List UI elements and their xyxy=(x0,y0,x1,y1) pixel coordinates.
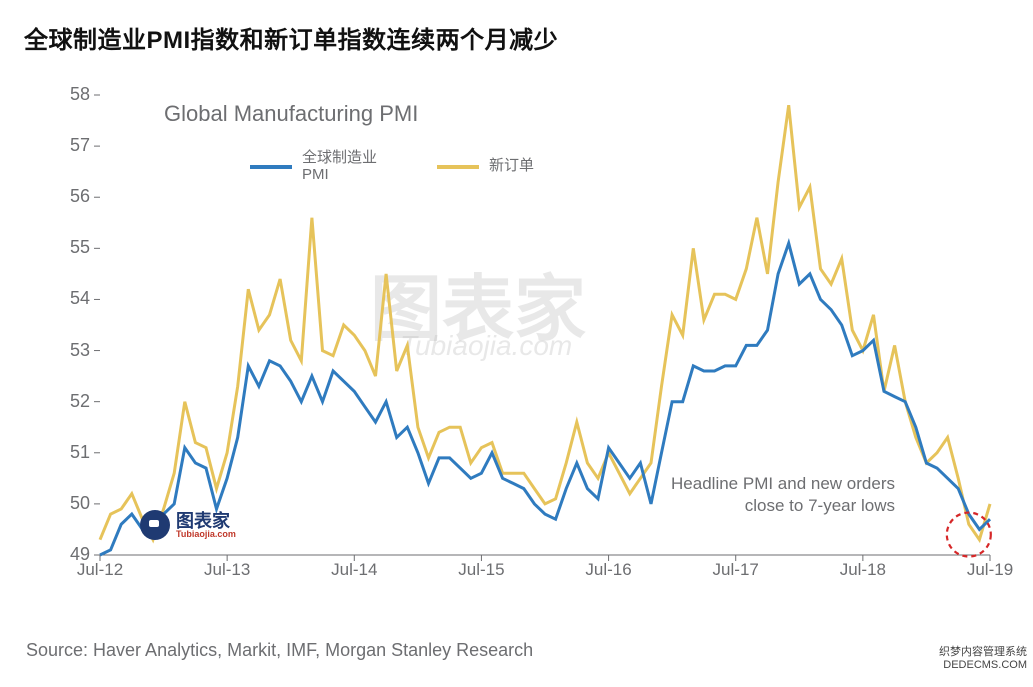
tubiaojia-logo: 图表家 Tubiaojia.com xyxy=(140,510,236,540)
annotation-line1: Headline PMI and new orders xyxy=(671,473,895,495)
logo-icon xyxy=(140,510,170,540)
logo-cn: 图表家 xyxy=(176,512,236,530)
y-tick-label: 58 xyxy=(45,84,90,105)
x-tick-label: Jul-12 xyxy=(77,560,123,580)
x-tick-label: Jul-17 xyxy=(713,560,759,580)
y-tick-label: 50 xyxy=(45,493,90,514)
y-tick-label: 54 xyxy=(45,288,90,309)
x-tick-label: Jul-14 xyxy=(331,560,377,580)
chart-area: 49505152535455565758 Jul-12Jul-13Jul-14J… xyxy=(45,95,1005,595)
page-title: 全球制造业PMI指数和新订单指数连续两个月减少 xyxy=(24,20,558,55)
annotation-text: Headline PMI and new orders close to 7-y… xyxy=(671,473,895,517)
logo-text: 图表家 Tubiaojia.com xyxy=(176,512,236,539)
x-tick-label: Jul-16 xyxy=(585,560,631,580)
plot-region: Global Manufacturing PMI 全球制造业PMI 新订单 图表… xyxy=(100,95,990,555)
source-text: Source: Haver Analytics, Markit, IMF, Mo… xyxy=(26,640,533,661)
y-tick-label: 55 xyxy=(45,237,90,258)
cms-badge: 织梦内容管理系统 DEDECMS.COM xyxy=(939,643,1027,671)
annotation-line2: close to 7-year lows xyxy=(671,495,895,517)
logo-py: Tubiaojia.com xyxy=(176,530,236,539)
y-tick-label: 51 xyxy=(45,442,90,463)
x-tick-label: Jul-13 xyxy=(204,560,250,580)
x-tick-label: Jul-18 xyxy=(840,560,886,580)
x-tick-label: Jul-19 xyxy=(967,560,1013,580)
y-tick-label: 53 xyxy=(45,340,90,361)
y-tick-label: 56 xyxy=(45,186,90,207)
y-tick-label: 57 xyxy=(45,135,90,156)
x-tick-label: Jul-15 xyxy=(458,560,504,580)
y-tick-label: 52 xyxy=(45,391,90,412)
cms-line2: DEDECMS.COM xyxy=(939,659,1027,671)
cms-line1: 织梦内容管理系统 xyxy=(939,643,1027,659)
